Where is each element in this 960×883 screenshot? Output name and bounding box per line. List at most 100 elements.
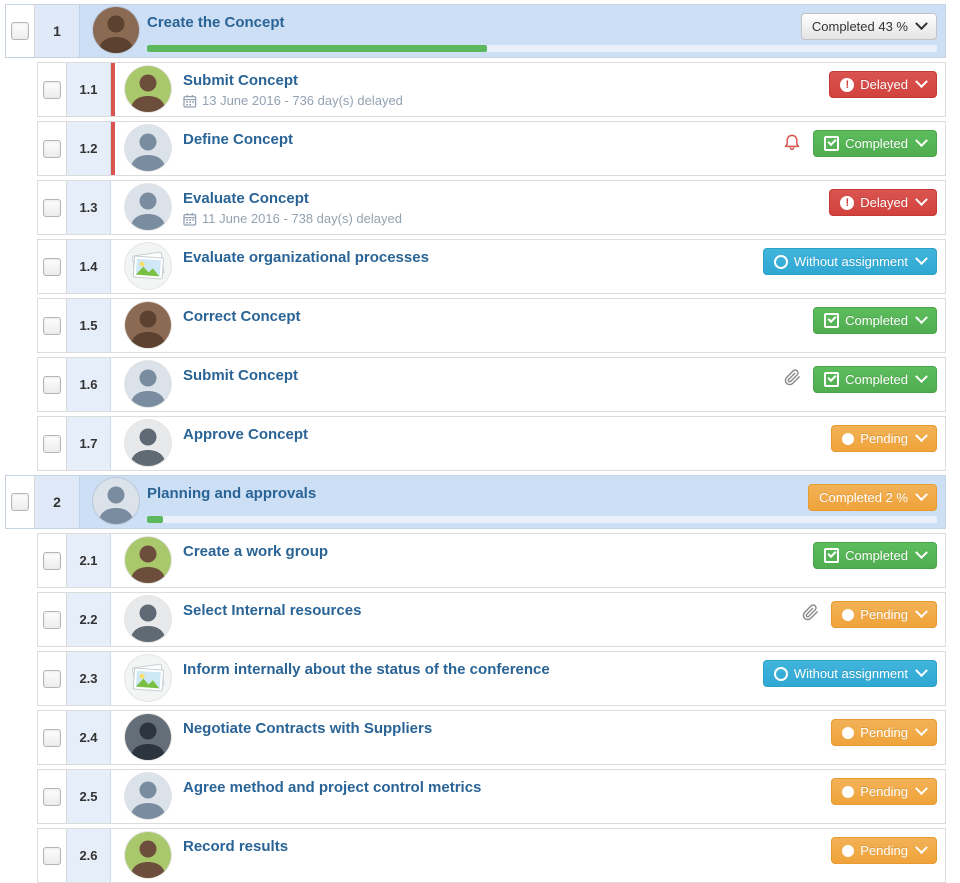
assignee-avatar[interactable]: [125, 361, 171, 407]
assignee-avatar[interactable]: [93, 478, 139, 524]
status-dropdown[interactable]: Completed: [813, 542, 937, 569]
status-icon: [842, 432, 855, 445]
status-icon: [824, 313, 840, 328]
delay-flag-bar: [111, 652, 115, 705]
task-checkbox[interactable]: [43, 551, 61, 570]
paperclip-icon[interactable]: [784, 369, 801, 386]
assignee-avatar[interactable]: [93, 7, 139, 53]
status-dropdown[interactable]: Without assignment: [762, 248, 937, 275]
delay-flag-bar: [111, 593, 115, 646]
task-number: 2.2: [67, 593, 111, 646]
task-checkbox[interactable]: [43, 728, 61, 747]
status-dropdown[interactable]: Completed: [813, 130, 937, 157]
status-dropdown[interactable]: Pending: [831, 719, 937, 746]
task-row-1-7: 1.7 Approve Concept Pending: [37, 416, 946, 471]
task-checkbox[interactable]: [43, 198, 61, 217]
task-checkbox[interactable]: [43, 846, 61, 865]
chevron-down-icon: [915, 429, 928, 443]
assignee-avatar[interactable]: [125, 655, 171, 701]
status-icon: [840, 77, 855, 92]
task-title[interactable]: Define Concept: [183, 131, 294, 148]
status-dropdown[interactable]: Pending: [831, 601, 937, 628]
status-label: Pending: [860, 843, 908, 858]
task-title[interactable]: Record results: [183, 838, 289, 855]
task-checkbox[interactable]: [43, 434, 61, 453]
task-title[interactable]: Submit Concept: [183, 367, 298, 384]
task-row-2-5: 2.5 Agree method and project control met…: [37, 769, 946, 824]
task-number: 1.5: [67, 299, 111, 352]
status-icon: [842, 844, 855, 857]
status-dropdown[interactable]: Pending: [831, 837, 937, 864]
task-title[interactable]: Select Internal resources: [183, 602, 362, 619]
person-icon: [130, 545, 166, 583]
task-select-cell: [38, 122, 67, 175]
task-title[interactable]: Agree method and project control metrics: [183, 779, 482, 796]
chevron-down-icon: [915, 75, 928, 89]
task-title[interactable]: Submit Concept: [183, 72, 298, 89]
status-dropdown[interactable]: Without assignment: [762, 660, 937, 687]
group-select-cell: [6, 5, 35, 57]
status-dropdown[interactable]: Delayed: [829, 71, 937, 98]
task-checkbox[interactable]: [43, 610, 61, 629]
group-checkbox[interactable]: [11, 493, 29, 511]
status-dropdown[interactable]: Completed: [813, 366, 937, 393]
task-select-cell: [38, 240, 67, 293]
delay-flag-bar: [111, 63, 115, 116]
assignee-avatar[interactable]: [125, 596, 171, 642]
task-title[interactable]: Create a work group: [183, 543, 329, 560]
assignee-avatar[interactable]: [125, 420, 171, 466]
assignee-avatar[interactable]: [125, 302, 171, 348]
group-title[interactable]: Planning and approvals: [147, 485, 317, 502]
task-checkbox[interactable]: [43, 139, 61, 158]
task-select-cell: [38, 593, 67, 646]
group-content: Create the Concept Completed 43 %: [80, 5, 945, 57]
group-title[interactable]: Create the Concept: [147, 14, 285, 31]
assignee-avatar[interactable]: [125, 125, 171, 171]
assignee-avatar[interactable]: [125, 184, 171, 230]
task-title[interactable]: Evaluate Concept: [183, 190, 309, 207]
bell-icon[interactable]: [783, 133, 801, 151]
task-checkbox[interactable]: [43, 375, 61, 394]
person-icon: [130, 781, 166, 819]
status-label: Pending: [860, 725, 908, 740]
task-checkbox[interactable]: [43, 316, 61, 335]
task-number: 1.7: [67, 417, 111, 470]
paperclip-icon[interactable]: [802, 604, 819, 621]
status-icon: [824, 136, 840, 151]
task-title[interactable]: Inform internally about the status of th…: [183, 661, 550, 678]
group-row-2: 2 Planning and approvals Completed 2 %: [5, 475, 946, 529]
task-checkbox[interactable]: [43, 257, 61, 276]
group-status-dropdown[interactable]: Completed 2 %: [808, 484, 937, 511]
task-checkbox[interactable]: [43, 80, 61, 99]
task-select-cell: [38, 417, 67, 470]
task-title[interactable]: Correct Concept: [183, 308, 301, 325]
status-dropdown[interactable]: Delayed: [829, 189, 937, 216]
task-title[interactable]: Negotiate Contracts with Suppliers: [183, 720, 433, 737]
status-dropdown[interactable]: Pending: [831, 778, 937, 805]
assignee-avatar[interactable]: [125, 773, 171, 819]
task-number: 2.6: [67, 829, 111, 882]
assignee-avatar[interactable]: [125, 537, 171, 583]
task-checkbox[interactable]: [43, 787, 61, 806]
status-dropdown[interactable]: Pending: [831, 425, 937, 452]
task-number: 1.1: [67, 63, 111, 116]
task-select-cell: [38, 299, 67, 352]
group-checkbox[interactable]: [11, 22, 29, 40]
task-checkbox[interactable]: [43, 669, 61, 688]
task-number: 2.3: [67, 652, 111, 705]
task-title[interactable]: Approve Concept: [183, 426, 309, 443]
task-title[interactable]: Evaluate organizational processes: [183, 249, 429, 266]
person-icon: [130, 310, 166, 348]
assignee-avatar[interactable]: [125, 832, 171, 878]
assignee-avatar[interactable]: [125, 243, 171, 289]
group-status-dropdown[interactable]: Completed 43 %: [800, 13, 937, 40]
status-dropdown[interactable]: Completed: [813, 307, 937, 334]
chevron-down-icon: [915, 841, 928, 855]
group-progress-fill: [147, 516, 163, 523]
assignee-avatar[interactable]: [125, 714, 171, 760]
task-row-2-4: 2.4 Negotiate Contracts with Suppliers P…: [37, 710, 946, 765]
status-label: Without assignment: [793, 254, 908, 269]
status-label: Completed: [845, 313, 908, 328]
assignee-avatar[interactable]: [125, 66, 171, 112]
delay-flag-bar: [111, 358, 115, 411]
